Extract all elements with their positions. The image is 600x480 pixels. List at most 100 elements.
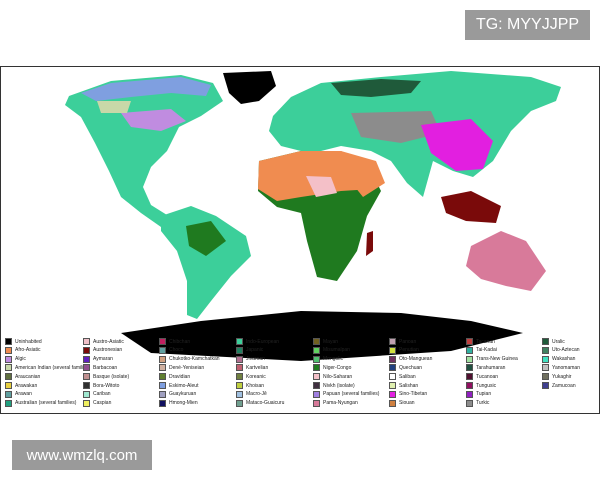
legend-swatch	[5, 338, 12, 345]
legend-swatch	[313, 373, 320, 381]
legend-label: Guaykuruan	[169, 391, 197, 398]
legend-swatch	[389, 355, 396, 363]
legend-swatch	[389, 364, 396, 372]
legend-label: Tai-Kadai	[476, 347, 497, 354]
south-america-region	[161, 206, 251, 319]
legend-item: Tucanoan	[466, 372, 498, 381]
legend-label: Nivkh (isolate)	[323, 382, 355, 389]
legend-swatch	[313, 355, 320, 363]
legend-swatch	[236, 382, 243, 389]
legend-label: Araucanian	[15, 373, 41, 380]
legend-label: Eskimo-Aleut	[169, 382, 199, 389]
legend-item: Australian (several families)	[5, 399, 76, 408]
legend-label: Basque (isolate)	[93, 373, 130, 380]
legend-swatch	[389, 373, 396, 381]
legend-label: Saliban	[399, 373, 416, 380]
legend-label: Hmong-Mien	[169, 400, 198, 407]
legend-swatch	[542, 338, 549, 345]
legend-item: Japanic	[236, 346, 263, 355]
legend-item: Uralic	[542, 337, 565, 346]
legend-item: Indo-European	[236, 337, 279, 346]
legend-label: Yukaghir	[552, 373, 572, 380]
legend-swatch	[466, 382, 473, 389]
watermark-url: www.wmzlq.com	[12, 440, 152, 470]
amazon-region	[186, 221, 226, 256]
legend-label: Uto-Aztecan	[552, 347, 580, 354]
legend-item: Chukotko-Kamchatkan	[159, 355, 220, 364]
legend-label: Japanic	[246, 347, 264, 354]
legend-swatch	[542, 355, 549, 363]
indonesia-region	[441, 191, 501, 223]
north-america-region	[65, 75, 223, 231]
legend-swatch	[83, 382, 90, 389]
legend-item: Basque (isolate)	[83, 372, 129, 381]
antarctica-region	[121, 311, 523, 361]
legend-swatch	[236, 338, 243, 345]
legend-item: Yanomaman	[542, 363, 580, 372]
legend-item: Oto-Manguean	[389, 355, 432, 364]
legend-item: Khoisan	[236, 381, 264, 390]
legend-item: Mataco-Guaicuru	[236, 399, 284, 408]
sahel-region	[306, 176, 337, 197]
legend-label: Trans-New Guinea	[476, 356, 518, 363]
legend-swatch	[236, 346, 243, 354]
legend-swatch	[466, 399, 473, 407]
legend-label: Choco	[169, 347, 184, 354]
legend-swatch	[159, 346, 166, 354]
legend-item: Bora-Witoto	[83, 381, 119, 390]
legend-label: Quechuan	[399, 364, 423, 371]
legend-label: Bora-Witoto	[93, 382, 120, 389]
legend-label: Nilo-Saharan	[323, 373, 353, 380]
legend-item: Panoan	[389, 337, 416, 346]
legend-item: Dené-Yeniseian	[159, 363, 204, 372]
legend-swatch	[313, 346, 320, 354]
legend-label: Arawakan	[15, 382, 38, 389]
central-asia-region	[351, 111, 441, 143]
legend-label: Tupian	[476, 391, 492, 398]
legend-item: Papuan (several families)	[313, 390, 379, 399]
legend-label: Macro-Jê	[246, 391, 267, 398]
legend-swatch	[159, 364, 166, 372]
legend-swatch	[83, 399, 90, 407]
legend-swatch	[542, 346, 549, 354]
legend-label: Kartvelian	[246, 364, 269, 371]
legend-item: Quechuan	[389, 363, 422, 372]
legend-label: Niger-Congo	[323, 364, 352, 371]
legend-item: Tungusic	[466, 381, 496, 390]
legend-item: Penutian	[389, 346, 419, 355]
legend-label: Algic	[15, 356, 26, 363]
legend-swatch	[83, 346, 90, 354]
legend-swatch	[83, 373, 90, 381]
legend-item: Niger-Congo	[313, 363, 351, 372]
legend-label: Siouan	[399, 400, 415, 407]
legend-swatch	[313, 382, 320, 389]
watermark-top: TG: MYYJJPP	[465, 10, 590, 40]
legend-item: Aymaran	[83, 355, 113, 364]
legend-item: Yukaghir	[542, 372, 571, 381]
legend-item: Salishan	[389, 381, 418, 390]
legend-item: Tarahumaran	[466, 363, 505, 372]
legend-label: Arawan	[15, 391, 32, 398]
legend-label: Mataco-Guaicuru	[246, 400, 285, 407]
legend-label: Turkic	[476, 400, 490, 407]
legend-label: Sino-Tibetan	[399, 391, 428, 398]
legend-item: Uninhabited	[5, 337, 42, 346]
legend-label: Papuan (several families)	[323, 391, 380, 398]
language-family-map: Uninhabited Afro-Asiatic Algic American Ind…	[0, 66, 600, 414]
china-region	[421, 119, 493, 171]
legend-label: Tungusic	[476, 382, 497, 389]
legend-item: Misumalpan	[313, 346, 350, 355]
legend-label: Indo-European	[246, 338, 280, 345]
legend-item: Eskimo-Aleut	[159, 381, 198, 390]
legend-swatch	[236, 364, 243, 372]
legend-label: Uninhabited	[15, 338, 42, 345]
legend-label: Panoan	[399, 338, 417, 345]
legend-swatch	[236, 355, 243, 363]
legend-swatch	[5, 355, 12, 363]
legend-swatch	[5, 382, 12, 389]
legend-label: Pama-Nyungan	[323, 400, 358, 407]
legend-item: Nilo-Saharan	[313, 372, 352, 381]
legend-item: Macro-Jê	[236, 390, 267, 399]
legend-swatch	[466, 390, 473, 398]
legend-swatch	[313, 399, 320, 407]
